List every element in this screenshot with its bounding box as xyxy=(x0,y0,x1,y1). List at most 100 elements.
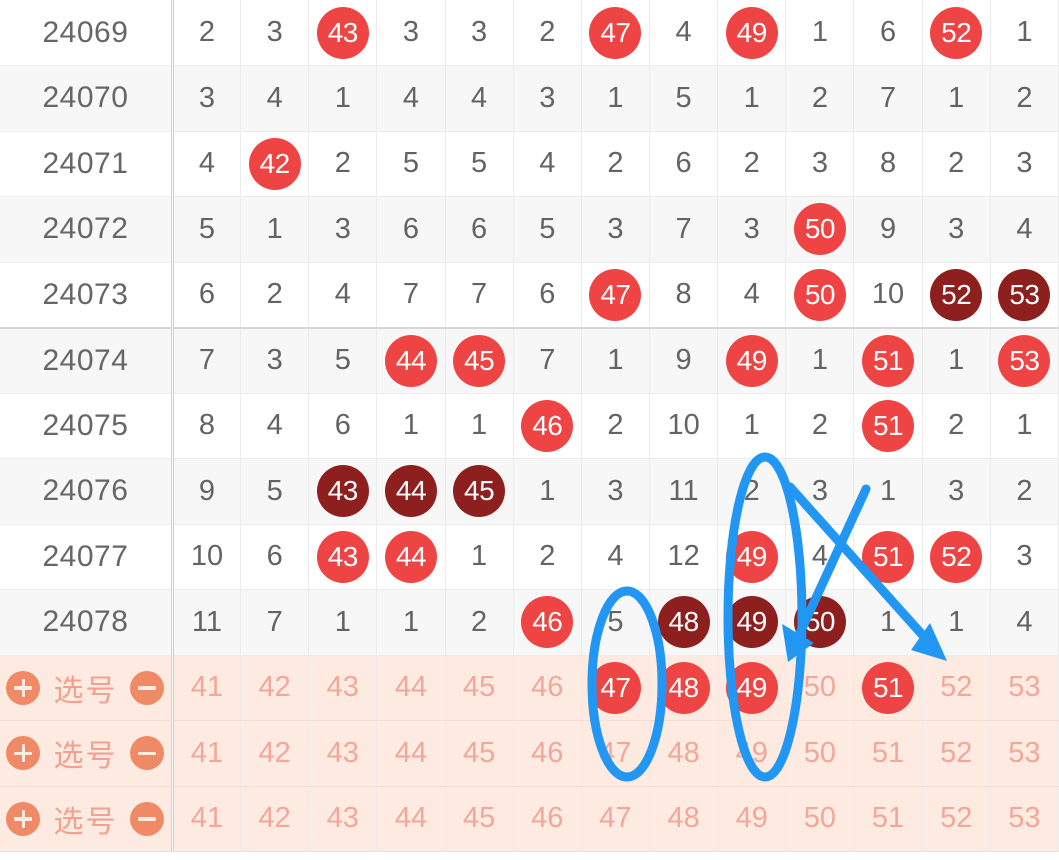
number-cell[interactable]: 8 xyxy=(172,393,242,459)
number-cell-highlighted[interactable]: 44 xyxy=(376,458,446,525)
minus-icon[interactable] xyxy=(130,801,165,836)
number-cell[interactable]: 4 xyxy=(513,131,582,197)
issue-number[interactable]: 24077 xyxy=(0,524,174,590)
number-cell[interactable]: 2 xyxy=(717,131,787,197)
pick-number[interactable]: 46 xyxy=(513,720,582,787)
number-cell[interactable]: 9 xyxy=(853,196,923,263)
number-cell[interactable]: 3 xyxy=(445,0,514,66)
issue-number[interactable]: 24078 xyxy=(0,589,174,656)
number-cell-highlighted[interactable]: 53 xyxy=(990,262,1059,329)
number-cell-highlighted[interactable]: 45 xyxy=(445,458,514,525)
number-cell[interactable]: 2 xyxy=(445,589,514,656)
number-cell[interactable]: 2 xyxy=(785,65,855,132)
number-cell-highlighted[interactable]: 45 xyxy=(445,327,514,394)
pick-number-selected[interactable]: 48 xyxy=(649,655,719,721)
number-cell[interactable]: 3 xyxy=(581,458,651,525)
number-cell[interactable]: 5 xyxy=(445,131,514,197)
number-cell[interactable]: 1 xyxy=(785,0,855,66)
issue-number[interactable]: 24076 xyxy=(0,458,174,525)
pick-number[interactable]: 52 xyxy=(922,655,991,721)
number-cell[interactable]: 3 xyxy=(717,196,787,263)
pick-number[interactable]: 52 xyxy=(922,720,991,787)
number-cell[interactable]: 7 xyxy=(513,327,582,394)
number-cell[interactable]: 10 xyxy=(172,524,242,590)
number-cell[interactable]: 10 xyxy=(649,393,719,459)
number-cell[interactable]: 5 xyxy=(581,589,651,656)
pick-number[interactable]: 53 xyxy=(990,655,1059,721)
number-cell[interactable]: 7 xyxy=(853,65,923,132)
number-cell-highlighted[interactable]: 46 xyxy=(513,393,582,459)
number-cell[interactable]: 1 xyxy=(717,65,787,132)
plus-icon[interactable] xyxy=(6,736,41,771)
number-cell[interactable]: 3 xyxy=(785,458,855,525)
number-cell[interactable]: 1 xyxy=(922,65,991,132)
number-cell[interactable]: 4 xyxy=(990,589,1059,656)
number-cell[interactable]: 1 xyxy=(922,327,991,394)
pick-number[interactable]: 51 xyxy=(853,720,923,787)
pick-number[interactable]: 41 xyxy=(172,655,242,721)
pick-number[interactable]: 43 xyxy=(308,720,378,787)
number-cell[interactable]: 2 xyxy=(785,393,855,459)
number-cell[interactable]: 1 xyxy=(445,393,514,459)
pick-number[interactable]: 50 xyxy=(785,720,855,787)
number-cell[interactable]: 1 xyxy=(308,65,378,132)
number-cell[interactable]: 3 xyxy=(513,65,582,132)
issue-number[interactable]: 24075 xyxy=(0,393,174,459)
number-cell[interactable]: 4 xyxy=(785,524,855,590)
number-cell[interactable]: 3 xyxy=(376,0,446,66)
number-cell-highlighted[interactable]: 49 xyxy=(717,327,787,394)
number-cell[interactable]: 1 xyxy=(376,393,446,459)
pick-number[interactable]: 41 xyxy=(172,786,242,852)
number-cell-highlighted[interactable]: 51 xyxy=(853,393,923,459)
number-cell-highlighted[interactable]: 52 xyxy=(922,262,991,329)
number-cell-highlighted[interactable]: 49 xyxy=(717,524,787,590)
number-cell-highlighted[interactable]: 43 xyxy=(308,0,378,66)
number-cell[interactable]: 4 xyxy=(308,262,378,329)
number-cell[interactable]: 2 xyxy=(717,458,787,525)
number-cell-highlighted[interactable]: 53 xyxy=(990,327,1059,394)
pick-number[interactable]: 50 xyxy=(785,655,855,721)
number-cell[interactable]: 2 xyxy=(922,393,991,459)
number-cell[interactable]: 3 xyxy=(990,524,1059,590)
number-cell[interactable]: 4 xyxy=(172,131,242,197)
issue-number[interactable]: 24074 xyxy=(0,327,174,394)
number-cell[interactable]: 3 xyxy=(172,65,242,132)
number-cell-highlighted[interactable]: 48 xyxy=(649,589,719,656)
number-cell[interactable]: 2 xyxy=(308,131,378,197)
pick-label[interactable]: 选号 xyxy=(53,740,118,774)
number-cell[interactable]: 2 xyxy=(990,65,1059,132)
number-cell-highlighted[interactable]: 50 xyxy=(785,196,855,263)
number-cell[interactable]: 1 xyxy=(581,327,651,394)
pick-number[interactable]: 42 xyxy=(240,786,310,852)
pick-number[interactable]: 44 xyxy=(376,720,446,787)
pick-label[interactable]: 选号 xyxy=(53,805,118,839)
number-cell-highlighted[interactable]: 47 xyxy=(581,262,651,329)
number-cell[interactable]: 1 xyxy=(717,393,787,459)
pick-number[interactable]: 49 xyxy=(717,720,787,787)
number-cell[interactable]: 5 xyxy=(376,131,446,197)
minus-icon[interactable] xyxy=(130,736,165,771)
plus-icon[interactable] xyxy=(6,670,41,705)
number-cell-highlighted[interactable]: 51 xyxy=(853,524,923,590)
number-cell[interactable]: 1 xyxy=(990,393,1059,459)
number-cell[interactable]: 2 xyxy=(581,393,651,459)
number-cell[interactable]: 5 xyxy=(240,458,310,525)
number-cell[interactable]: 7 xyxy=(172,327,242,394)
number-cell[interactable]: 11 xyxy=(649,458,719,525)
number-cell-highlighted[interactable]: 43 xyxy=(308,458,378,525)
minus-icon[interactable] xyxy=(130,670,165,705)
number-cell[interactable]: 1 xyxy=(445,524,514,590)
pick-number[interactable]: 47 xyxy=(581,720,651,787)
number-cell[interactable]: 6 xyxy=(376,196,446,263)
pick-number[interactable]: 49 xyxy=(717,786,787,852)
number-cell[interactable]: 4 xyxy=(240,65,310,132)
pick-number[interactable]: 47 xyxy=(581,786,651,852)
number-cell[interactable]: 3 xyxy=(240,327,310,394)
number-cell[interactable]: 8 xyxy=(649,262,719,329)
number-cell[interactable]: 1 xyxy=(581,65,651,132)
number-cell[interactable]: 7 xyxy=(376,262,446,329)
pick-number-selected[interactable]: 49 xyxy=(717,655,787,721)
pick-number[interactable]: 43 xyxy=(308,655,378,721)
number-cell[interactable]: 1 xyxy=(853,589,923,656)
number-cell[interactable]: 1 xyxy=(308,589,378,656)
